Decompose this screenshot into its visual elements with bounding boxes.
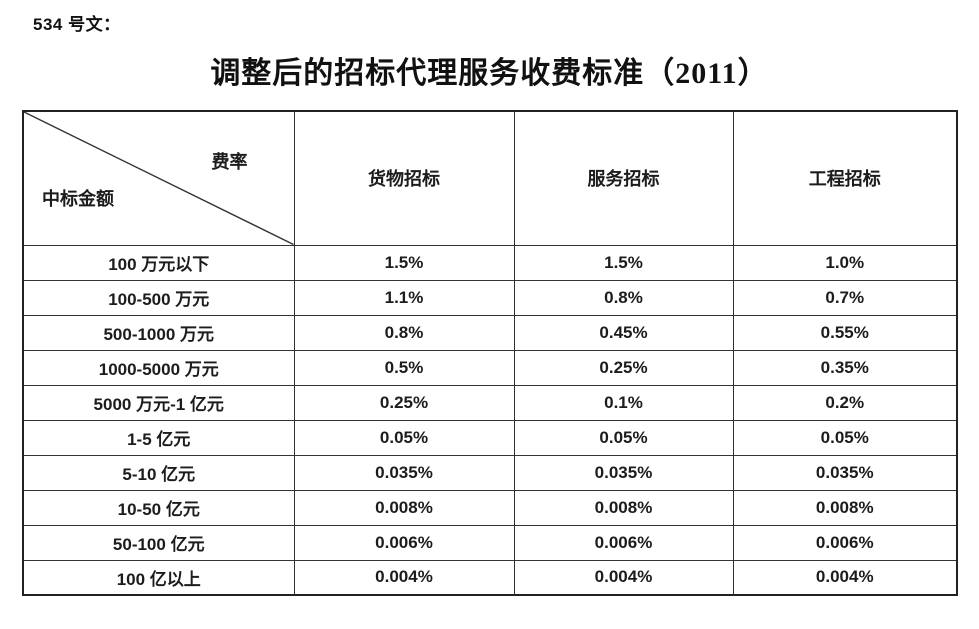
table-row: 50-100 亿元 0.006% 0.006% 0.006%: [22, 524, 958, 561]
fee-value-cell: 0.006%: [513, 524, 734, 561]
fee-value-cell: 0.1%: [513, 384, 734, 421]
fee-value-cell: 0.008%: [732, 489, 958, 526]
table-row: 500-1000 万元 0.8% 0.45% 0.55%: [22, 314, 958, 351]
row-label: 1-5 亿元: [22, 419, 295, 456]
fee-value-cell: 0.035%: [732, 454, 958, 491]
table-row: 10-50 亿元 0.008% 0.008% 0.008%: [22, 489, 958, 526]
row-label: 50-100 亿元: [22, 524, 295, 561]
fee-value-cell: 1.1%: [293, 279, 515, 316]
fee-value-cell: 0.004%: [513, 559, 734, 596]
fee-rate-table: 费率 中标金额 货物招标 服务招标 工程招标 100 万元以下 1.5% 1.5…: [22, 110, 958, 596]
column-header-goods: 货物招标: [293, 110, 515, 246]
table-row: 100 亿以上 0.004% 0.004% 0.004%: [22, 559, 958, 596]
fee-value-cell: 1.5%: [293, 244, 515, 281]
row-label: 1000-5000 万元: [22, 349, 295, 386]
fee-value-cell: 0.55%: [732, 314, 958, 351]
fee-value-cell: 0.006%: [293, 524, 515, 561]
fee-value-cell: 0.035%: [513, 454, 734, 491]
fee-value-cell: 0.004%: [293, 559, 515, 596]
row-label: 500-1000 万元: [22, 314, 295, 351]
fee-value-cell: 0.5%: [293, 349, 515, 386]
fee-value-cell: 0.004%: [732, 559, 958, 596]
fee-value-cell: 0.05%: [732, 419, 958, 456]
fee-value-cell: 1.5%: [513, 244, 734, 281]
corner-header-cell: 费率 中标金额: [22, 110, 295, 246]
fee-value-cell: 0.008%: [293, 489, 515, 526]
fee-value-cell: 0.45%: [513, 314, 734, 351]
row-label: 100 万元以下: [22, 244, 295, 281]
page-title: 调整后的招标代理服务收费标准（2011）: [210, 57, 769, 90]
row-label: 5000 万元-1 亿元: [22, 384, 295, 421]
row-label: 5-10 亿元: [22, 454, 295, 491]
fee-value-cell: 0.2%: [732, 384, 958, 421]
table-row: 100 万元以下 1.5% 1.5% 1.0%: [22, 244, 958, 281]
table-header-row: 费率 中标金额 货物招标 服务招标 工程招标: [22, 110, 958, 246]
fee-value-cell: 0.05%: [293, 419, 515, 456]
fee-value-cell: 0.05%: [513, 419, 734, 456]
table-row: 5-10 亿元 0.035% 0.035% 0.035%: [22, 454, 958, 491]
table-row: 100-500 万元 1.1% 0.8% 0.7%: [22, 279, 958, 316]
diagonal-divider-line: [24, 112, 294, 245]
table-row: 1-5 亿元 0.05% 0.05% 0.05%: [22, 419, 958, 456]
table-row: 5000 万元-1 亿元 0.25% 0.1% 0.2%: [22, 384, 958, 421]
doc-number-label: 534 号文：: [33, 15, 121, 34]
table-row: 1000-5000 万元 0.5% 0.25% 0.35%: [22, 349, 958, 386]
fee-value-cell: 0.7%: [732, 279, 958, 316]
column-header-service: 服务招标: [513, 110, 734, 246]
fee-value-cell: 0.25%: [293, 384, 515, 421]
row-label: 100 亿以上: [22, 559, 295, 596]
fee-value-cell: 0.8%: [513, 279, 734, 316]
fee-value-cell: 0.35%: [732, 349, 958, 386]
fee-value-cell: 1.0%: [732, 244, 958, 281]
fee-value-cell: 0.008%: [513, 489, 734, 526]
corner-label-amount: 中标金额: [42, 188, 114, 209]
fee-value-cell: 0.8%: [293, 314, 515, 351]
fee-value-cell: 0.035%: [293, 454, 515, 491]
column-header-works: 工程招标: [732, 110, 958, 246]
fee-value-cell: 0.006%: [732, 524, 958, 561]
fee-value-cell: 0.25%: [513, 349, 734, 386]
row-label: 100-500 万元: [22, 279, 295, 316]
row-label: 10-50 亿元: [22, 489, 295, 526]
corner-label-rate: 费率: [211, 152, 248, 172]
